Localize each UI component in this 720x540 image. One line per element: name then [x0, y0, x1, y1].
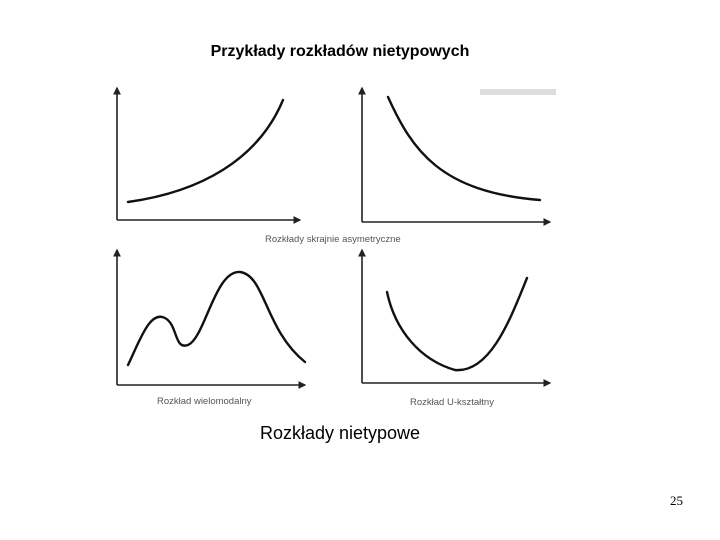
curve-left-skew	[386, 95, 542, 202]
slide-title: Przykłady rozkładów nietypowych	[211, 43, 470, 60]
scanned-figure: Rozkłady skrajnie asymetryczne Rozkład w…	[113, 86, 556, 408]
caption: Rozkład wielomodalny	[157, 396, 252, 407]
page-number: 25	[670, 493, 683, 508]
curve-u-shaped	[385, 276, 529, 372]
scan-artifact	[480, 89, 556, 95]
caption: Rozkład U-kształtny	[410, 397, 494, 408]
figure-label: Rozkłady nietypowe	[260, 423, 420, 443]
caption: Rozkłady skrajnie asymetryczne	[265, 234, 401, 245]
curve-right-skew	[126, 98, 285, 204]
curve-multimodal	[126, 270, 307, 367]
